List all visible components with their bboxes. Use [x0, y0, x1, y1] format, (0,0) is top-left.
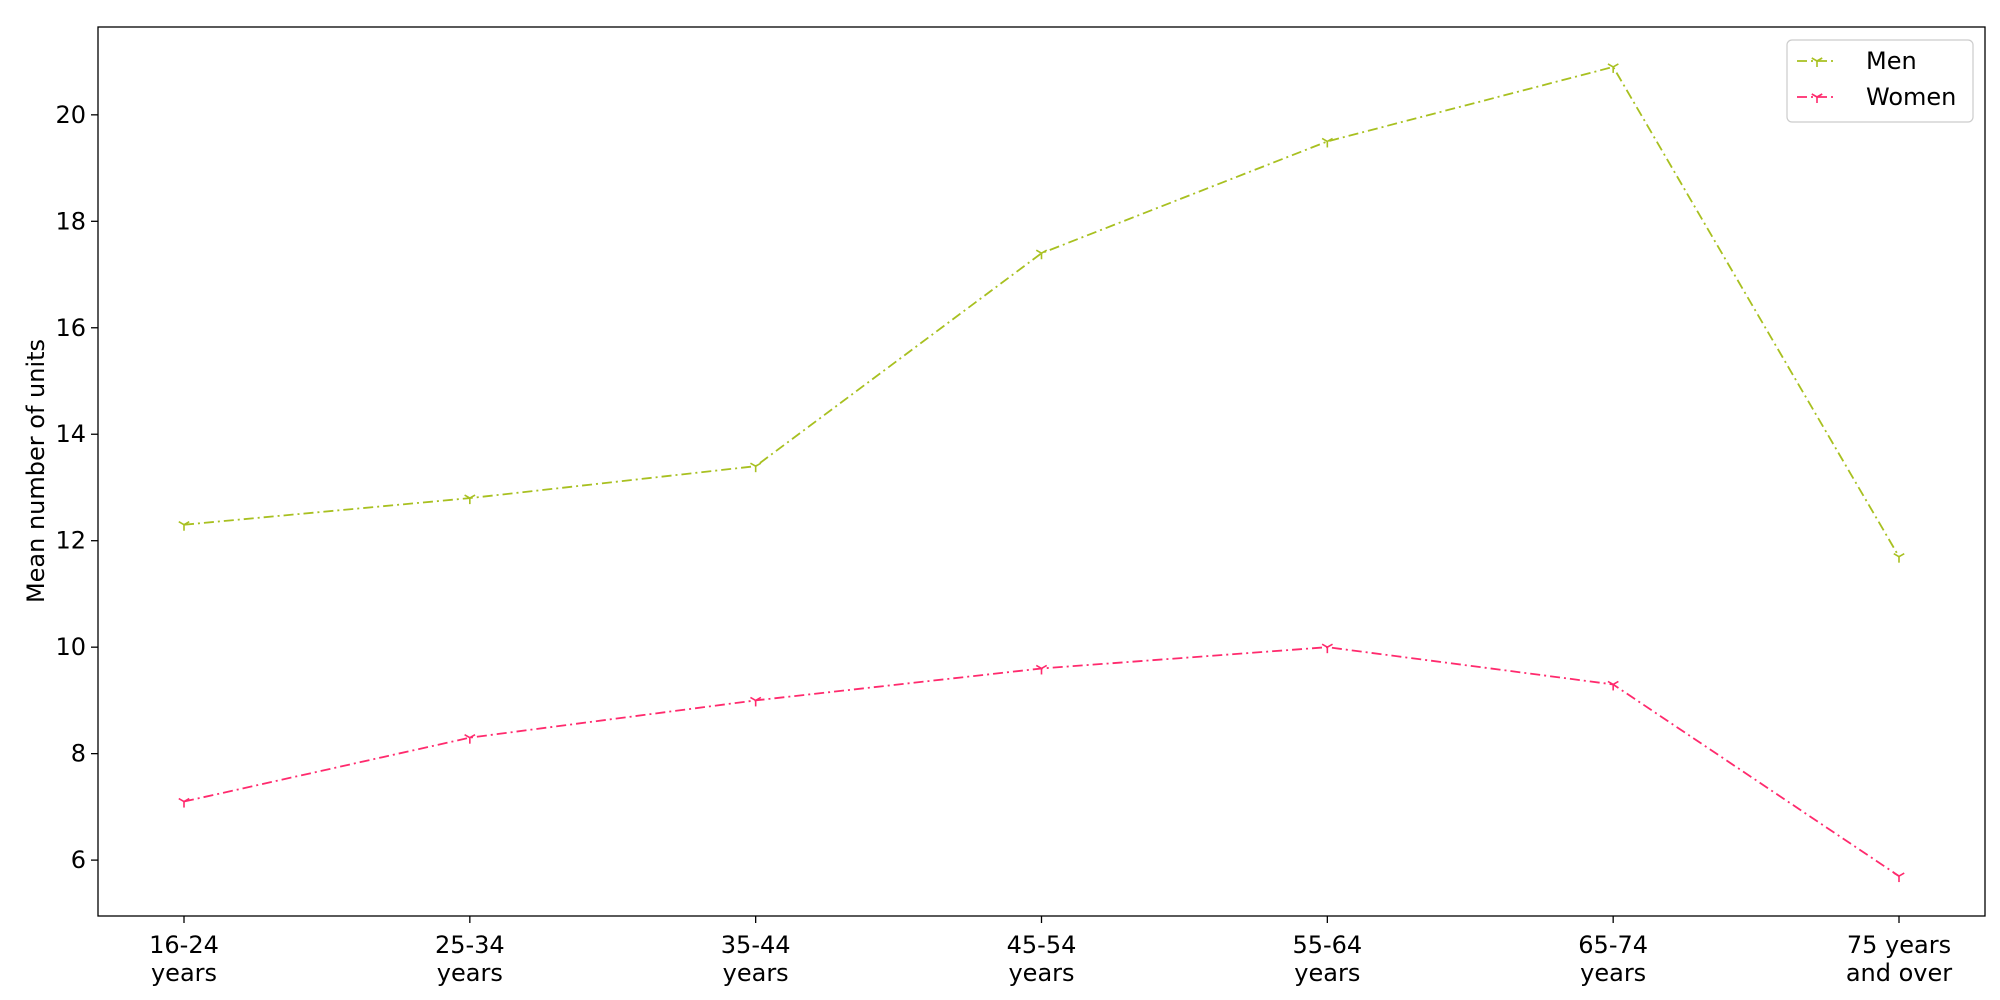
y-tick-label: 20: [55, 101, 86, 129]
x-tick-label: 45-54 years: [1007, 931, 1077, 987]
data-point-men: [1321, 137, 1333, 148]
x-tick-label: 25-34 years: [435, 931, 505, 987]
y-tick-label: 8: [71, 740, 86, 768]
legend-label: Women: [1866, 83, 1956, 111]
x-axis: 16-24 years 25-34 years 35-44 years 45-54 years…: [149, 916, 1952, 987]
data-point-women: [464, 733, 476, 744]
y-tick-label: 6: [71, 846, 86, 874]
legend-item-women: Women: [1797, 83, 1956, 111]
series-markers: [178, 63, 1905, 883]
y-axis: 6 8 10 12 14 16 18 20: [55, 101, 98, 874]
data-point-women: [1893, 872, 1905, 883]
y-tick-label: 12: [55, 527, 86, 555]
legend-item-men: Men: [1797, 47, 1917, 75]
data-point-women: [1321, 643, 1333, 654]
x-tick-label: 75 years and over: [1846, 931, 1952, 987]
data-point-women: [1607, 680, 1619, 691]
data-point-women: [750, 696, 762, 707]
x-tick-label: 35-44 years: [721, 931, 791, 987]
data-point-men: [1607, 63, 1619, 73]
legend-label: Men: [1866, 47, 1917, 75]
y-tick-label: 16: [55, 314, 86, 342]
legend-box: [1786, 39, 1974, 123]
data-point-men: [464, 494, 476, 505]
y-tick-label: 18: [55, 207, 86, 235]
y-axis-label: Mean number of units: [22, 339, 50, 603]
data-point-men: [178, 521, 190, 531]
y-tick-label: 10: [55, 633, 86, 661]
data-point-women: [1035, 664, 1048, 675]
data-point-women: [178, 797, 190, 808]
legend-marker: [1811, 93, 1823, 103]
data-point-men: [1035, 249, 1048, 260]
legend: Men Women: [1786, 39, 1974, 123]
legend-marker: [1811, 57, 1823, 67]
data-point-men: [1893, 552, 1905, 563]
x-tick-label: 16-24 years: [149, 931, 219, 987]
y-tick-label: 14: [55, 420, 86, 448]
x-tick-label: 65-74 years: [1578, 931, 1648, 987]
data-point-men: [750, 462, 762, 473]
x-tick-label: 55-64 years: [1292, 931, 1362, 987]
